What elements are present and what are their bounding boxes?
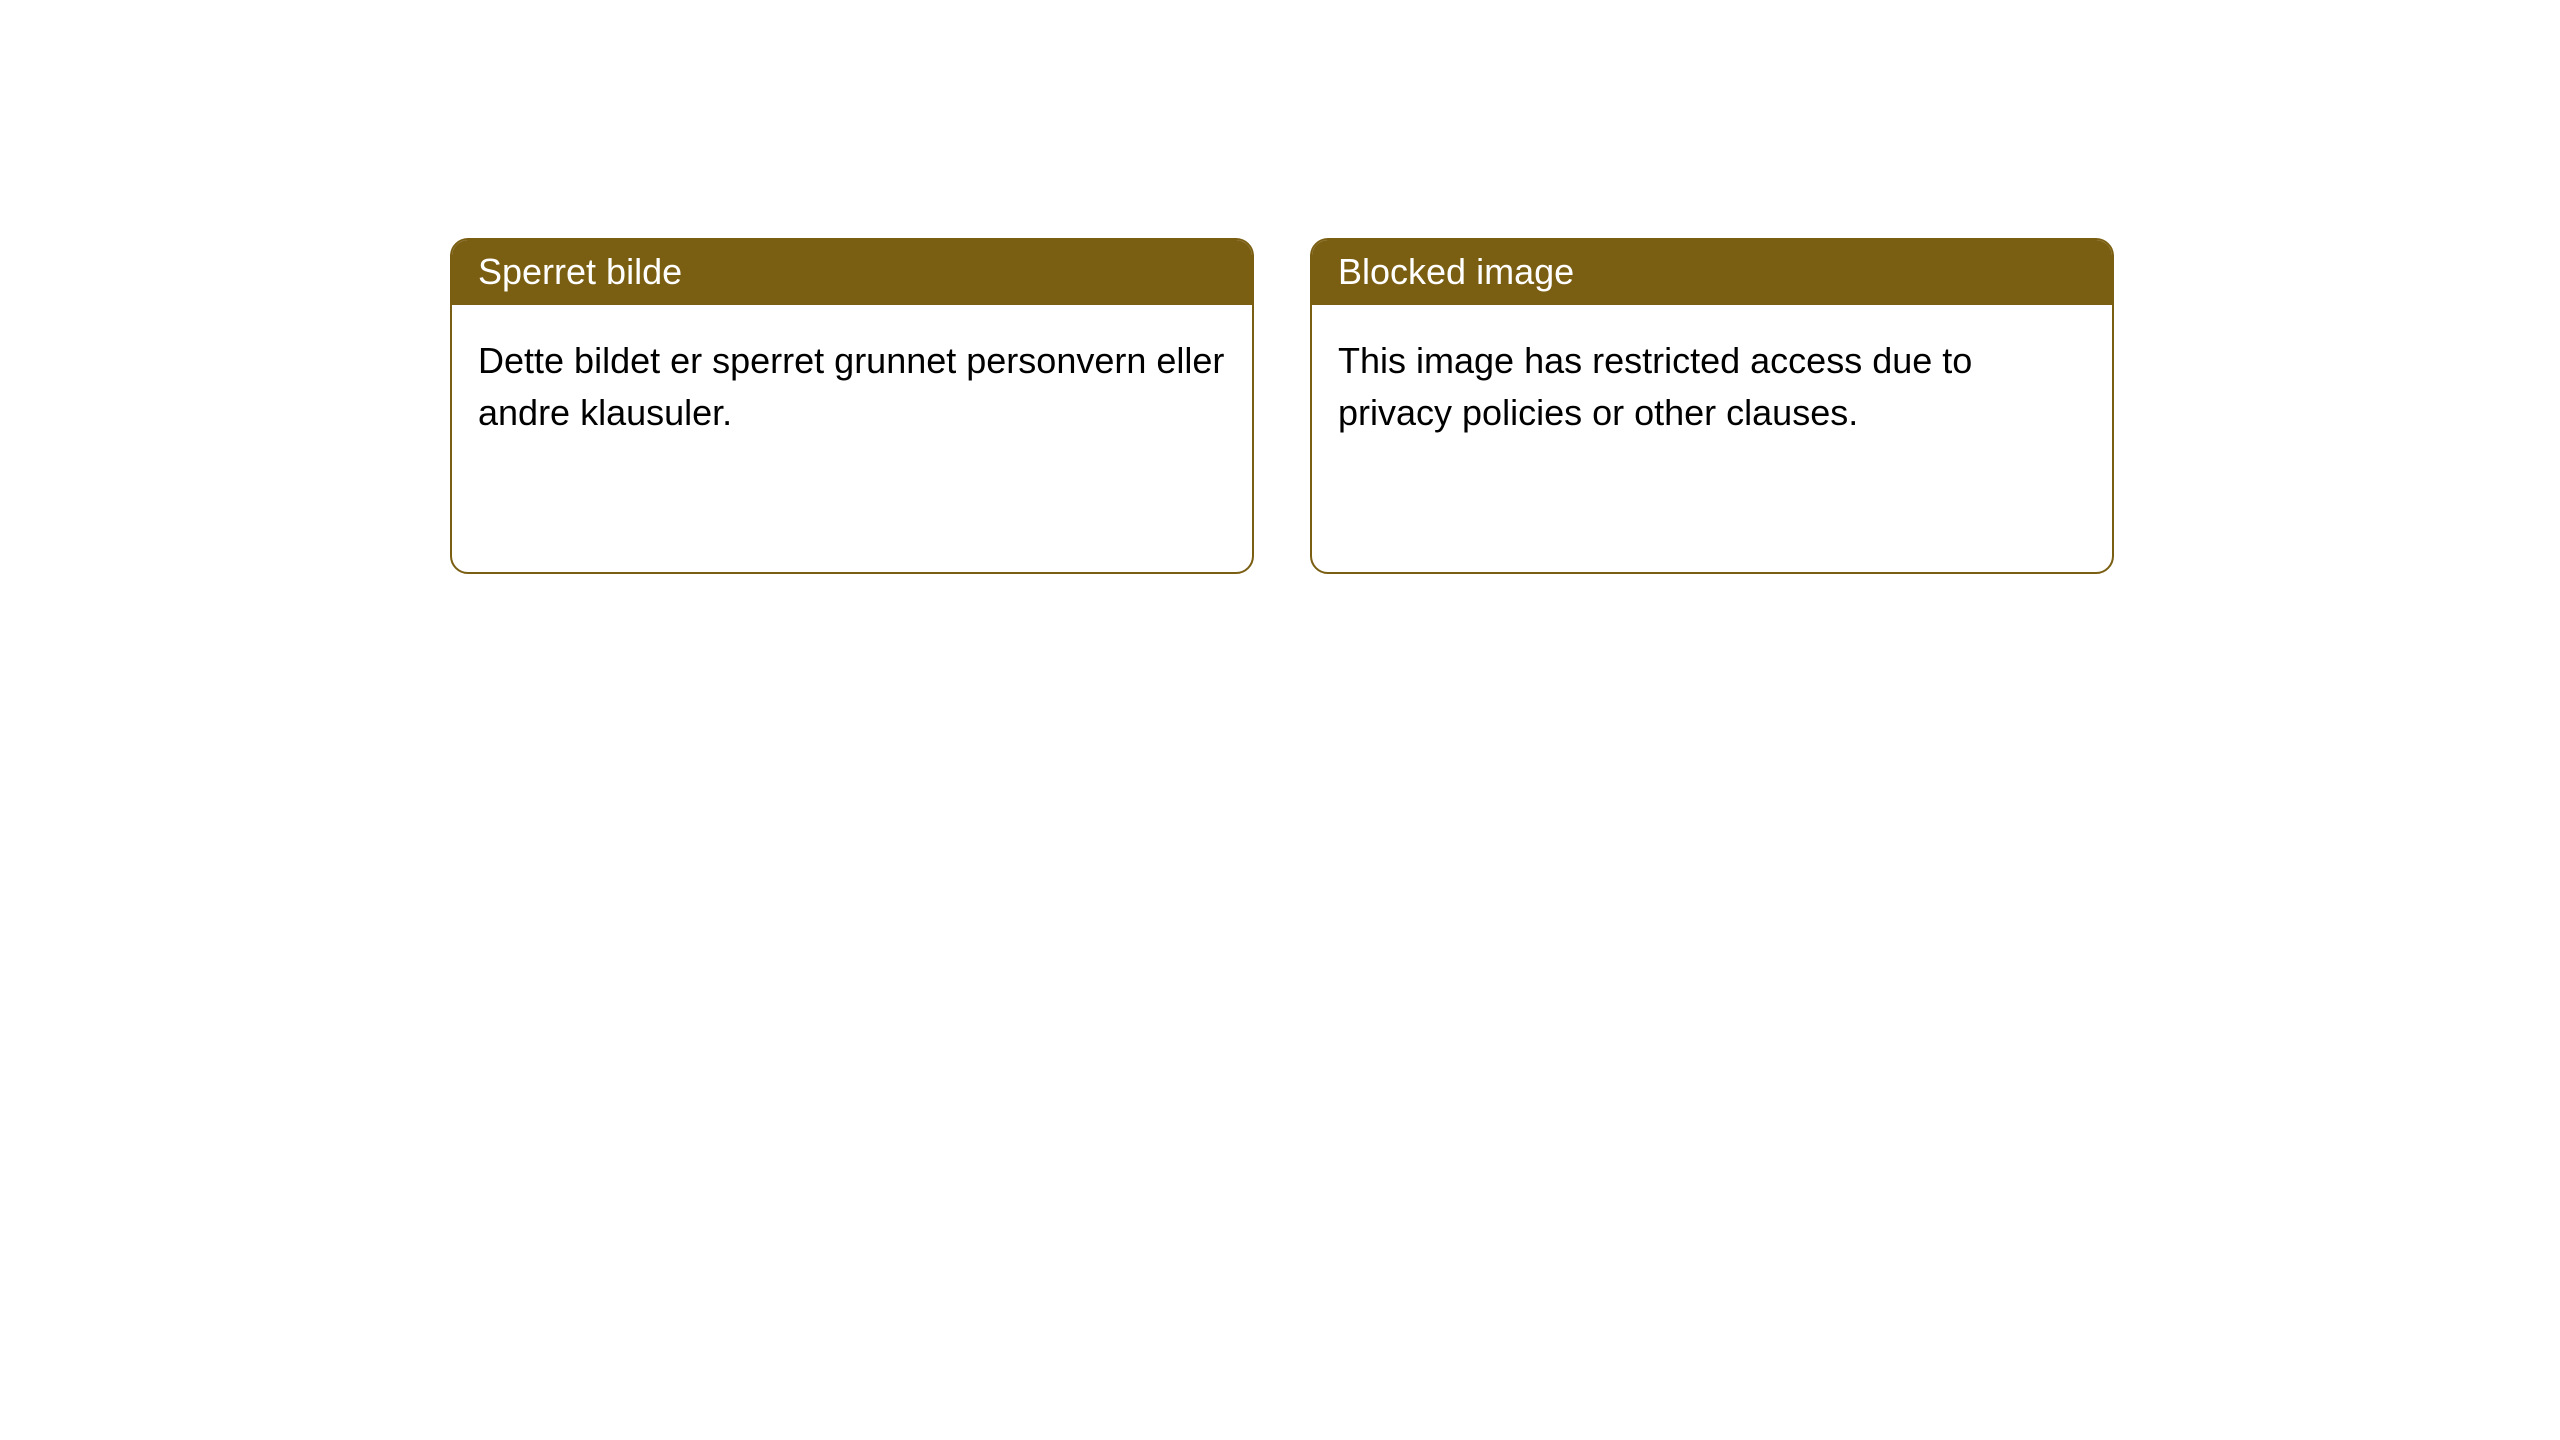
notice-card-text: Dette bildet er sperret grunnet personve… bbox=[478, 340, 1224, 433]
notice-container: Sperret bilde Dette bildet er sperret gr… bbox=[450, 238, 2114, 574]
notice-card-body: This image has restricted access due to … bbox=[1312, 305, 2112, 572]
notice-card-title: Blocked image bbox=[1338, 251, 1574, 292]
notice-card-text: This image has restricted access due to … bbox=[1338, 340, 1972, 433]
notice-card-english: Blocked image This image has restricted … bbox=[1310, 238, 2114, 574]
notice-card-body: Dette bildet er sperret grunnet personve… bbox=[452, 305, 1252, 572]
notice-card-header: Blocked image bbox=[1312, 240, 2112, 305]
notice-card-title: Sperret bilde bbox=[478, 251, 682, 292]
notice-card-norwegian: Sperret bilde Dette bildet er sperret gr… bbox=[450, 238, 1254, 574]
notice-card-header: Sperret bilde bbox=[452, 240, 1252, 305]
